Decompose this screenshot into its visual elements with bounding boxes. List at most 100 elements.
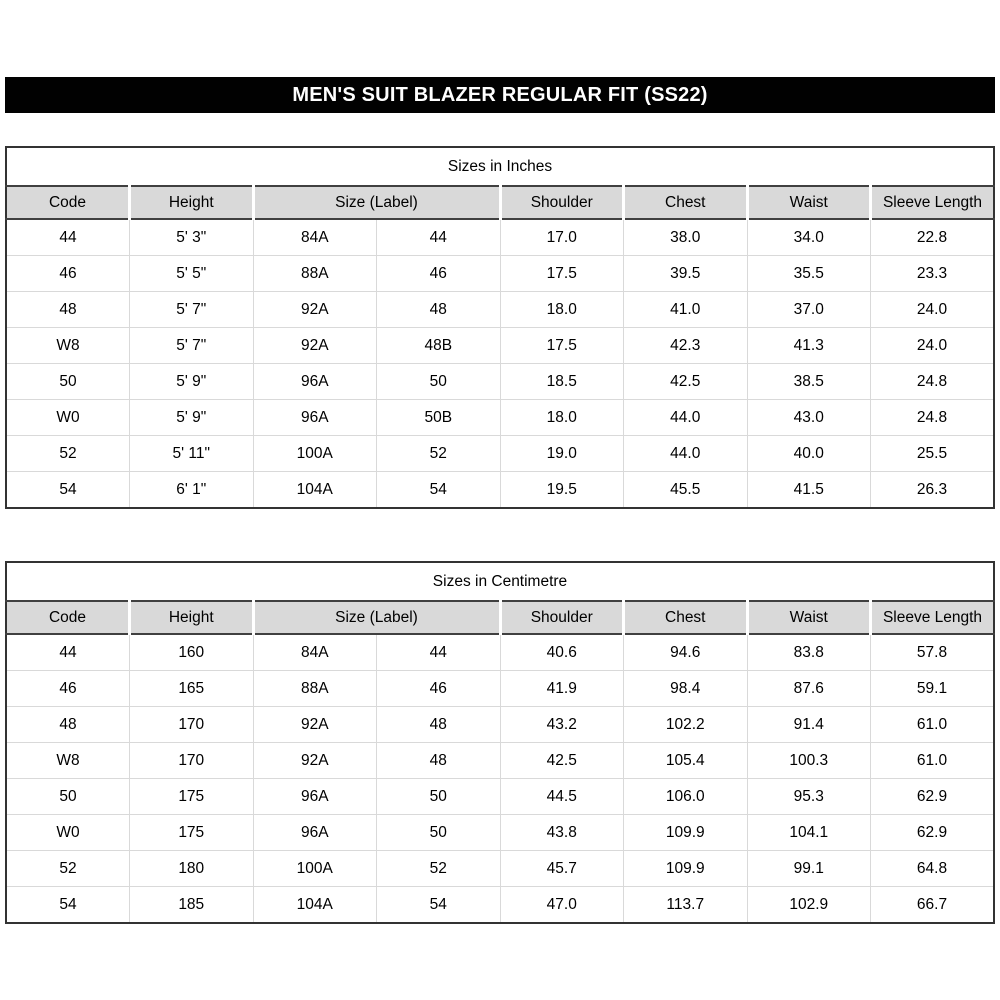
table-cell: 54 [376,886,500,923]
table-row: 46 165 88A 46 41.9 98.4 87.6 59.1 [6,670,994,707]
table-cell: 18.5 [499,363,624,400]
table-cell: 104A [252,886,377,923]
table-cell: 175 [129,814,253,851]
table-row: W0 5' 9" 96A 50B 18.0 44.0 43.0 24.8 [6,399,994,436]
table-cell: 50 [376,778,500,815]
table-cell: 23.3 [870,255,994,292]
column-header-chest: Chest [622,601,747,635]
table-cell: 24.0 [870,291,994,328]
table-cell: 92A [252,327,377,364]
column-header-chest: Chest [622,186,747,220]
table-cell: 5' 11" [129,435,253,472]
column-header-sleeve-length: Sleeve Length [869,601,994,635]
table-cell: 165 [129,670,253,707]
table-cell: 92A [252,706,377,743]
page-title: MEN'S SUIT BLAZER REGULAR FIT (SS22) [292,83,708,106]
table-cell: 92A [252,291,377,328]
table-cell: W8 [6,742,130,779]
table-cell: 41.0 [623,291,747,328]
column-header-height: Height [128,601,253,635]
table-cell: 96A [252,399,377,436]
table-cell: 170 [129,742,253,779]
table-row: 50 5' 9" 96A 50 18.5 42.5 38.5 24.8 [6,363,994,400]
table-cell: 50 [6,363,130,400]
table-cell: 52 [6,850,130,887]
table-cell: 44 [376,633,500,671]
column-header-code: Code [6,601,130,635]
table-cell: 84A [252,218,377,256]
table-cell: 44.5 [499,778,624,815]
table-row: 54 6' 1" 104A 54 19.5 45.5 41.5 26.3 [6,471,994,508]
table-cell: 25.5 [870,435,994,472]
column-header-waist: Waist [745,186,871,220]
column-header-size-label-: Size (Label) [251,601,500,635]
table-cell: 17.5 [499,327,624,364]
table-cell: 48B [376,327,500,364]
table-cell: 102.2 [623,706,747,743]
table-cell: 18.0 [499,399,624,436]
table-cell: 66.7 [870,886,994,923]
table-cell: 91.4 [746,706,871,743]
table-cell: 59.1 [870,670,994,707]
table-cell: 24.8 [870,363,994,400]
table-cell: 48 [376,706,500,743]
table-cell: 50 [376,363,500,400]
table-title: Sizes in Centimetre [6,562,994,602]
table-cell: 50B [376,399,500,436]
table-cell: 61.0 [870,706,994,743]
table-cell: 52 [6,435,130,472]
table-row: W8 5' 7" 92A 48B 17.5 42.3 41.3 24.0 [6,327,994,364]
table-cell: 40.0 [746,435,871,472]
table-cell: W0 [6,814,130,851]
table-cell: 41.9 [499,670,624,707]
table-cell: 38.5 [746,363,871,400]
table-cell: 6' 1" [129,471,253,508]
table-cell: 17.5 [499,255,624,292]
sizes-in-inches-table: Sizes in Inches Code Height Size (Label) Sho… [5,146,995,509]
table-cell: W0 [6,399,130,436]
table-row: 54 185 104A 54 47.0 113.7 102.9 66.7 [6,886,994,923]
table-cell: 104A [252,471,377,508]
table-cell: 44 [6,218,130,256]
table-row: 44 5' 3" 84A 44 17.0 38.0 34.0 22.8 [6,218,994,256]
table-cell: 109.9 [623,850,747,887]
table-cell: 5' 9" [129,399,253,436]
table-cell: 99.1 [746,850,871,887]
table-cell: 5' 7" [129,327,253,364]
table-cell: 37.0 [746,291,871,328]
table-cell: 180 [129,850,253,887]
table-row: 48 170 92A 48 43.2 102.2 91.4 61.0 [6,706,994,743]
table-cell: 113.7 [623,886,747,923]
sizes-in-centimetre-table: Sizes in Centimetre Code Height Size (Label… [5,561,995,924]
table-cell: 45.7 [499,850,624,887]
table-cell: 34.0 [746,218,871,256]
table-cell: 62.9 [870,778,994,815]
table-cell: 42.3 [623,327,747,364]
table-cell: 87.6 [746,670,871,707]
table-cell: 24.0 [870,327,994,364]
table-row: 50 175 96A 50 44.5 106.0 95.3 62.9 [6,778,994,815]
table-cell: 96A [252,814,377,851]
table-cell: 50 [376,814,500,851]
table-cell: 100A [252,435,377,472]
table-cell: 46 [376,255,500,292]
table-cell: 42.5 [499,742,624,779]
table-cell: 41.3 [746,327,871,364]
table-cell: 44.0 [623,435,747,472]
table-cell: 109.9 [623,814,747,851]
column-header-waist: Waist [745,601,871,635]
table-row: 52 5' 11" 100A 52 19.0 44.0 40.0 25.5 [6,435,994,472]
table-cell: 35.5 [746,255,871,292]
table-cell: 104.1 [746,814,871,851]
table-cell: 96A [252,363,377,400]
column-header-height: Height [128,186,253,220]
table-cell: 44 [6,633,130,671]
column-header-shoulder: Shoulder [498,601,624,635]
table-cell: 40.6 [499,633,624,671]
table-cell: 48 [376,742,500,779]
table-cell: 96A [252,778,377,815]
table-cell: 44.0 [623,399,747,436]
table-cell: 38.0 [623,218,747,256]
table-cell: 41.5 [746,471,871,508]
